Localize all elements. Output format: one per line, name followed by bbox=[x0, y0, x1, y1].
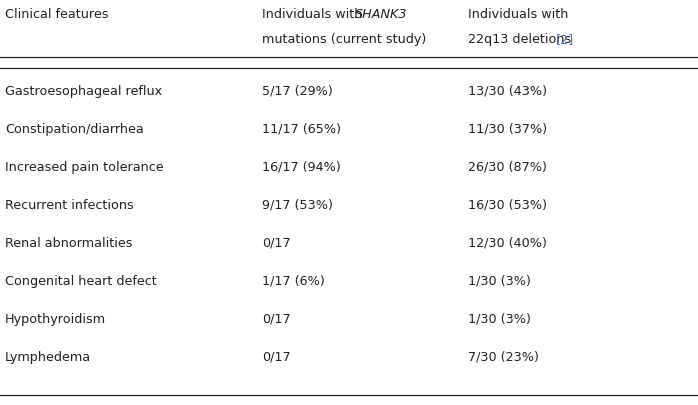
Text: Increased pain tolerance: Increased pain tolerance bbox=[5, 161, 163, 174]
Text: Individuals with: Individuals with bbox=[262, 8, 366, 21]
Text: 7/30 (23%): 7/30 (23%) bbox=[468, 351, 539, 364]
Text: Constipation/diarrhea: Constipation/diarrhea bbox=[5, 123, 144, 136]
Text: 0/17: 0/17 bbox=[262, 237, 290, 250]
Text: 0/17: 0/17 bbox=[262, 351, 290, 364]
Text: Individuals with: Individuals with bbox=[468, 8, 568, 21]
Text: 11/17 (65%): 11/17 (65%) bbox=[262, 123, 341, 136]
Text: 0/17: 0/17 bbox=[262, 313, 290, 326]
Text: 5/17 (29%): 5/17 (29%) bbox=[262, 85, 333, 98]
Text: 16/30 (53%): 16/30 (53%) bbox=[468, 199, 547, 212]
Text: 1/17 (6%): 1/17 (6%) bbox=[262, 275, 325, 288]
Text: Hypothyroidism: Hypothyroidism bbox=[5, 313, 106, 326]
Text: Congenital heart defect: Congenital heart defect bbox=[5, 275, 157, 288]
Text: Gastroesophageal reflux: Gastroesophageal reflux bbox=[5, 85, 162, 98]
Text: 13/30 (43%): 13/30 (43%) bbox=[468, 85, 547, 98]
Text: 22q13 deletions: 22q13 deletions bbox=[468, 33, 575, 46]
Text: 9/17 (53%): 9/17 (53%) bbox=[262, 199, 333, 212]
Text: Renal abnormalities: Renal abnormalities bbox=[5, 237, 133, 250]
Text: Clinical features: Clinical features bbox=[5, 8, 108, 21]
Text: 16/17 (94%): 16/17 (94%) bbox=[262, 161, 341, 174]
Text: 26/30 (87%): 26/30 (87%) bbox=[468, 161, 547, 174]
Text: mutations (current study): mutations (current study) bbox=[262, 33, 426, 46]
Text: [2]: [2] bbox=[556, 33, 574, 46]
Text: Lymphedema: Lymphedema bbox=[5, 351, 91, 364]
Text: SHANK3: SHANK3 bbox=[355, 8, 408, 21]
Text: 11/30 (37%): 11/30 (37%) bbox=[468, 123, 547, 136]
Text: 12/30 (40%): 12/30 (40%) bbox=[468, 237, 547, 250]
Text: 1/30 (3%): 1/30 (3%) bbox=[468, 313, 531, 326]
Text: 1/30 (3%): 1/30 (3%) bbox=[468, 275, 531, 288]
Text: Recurrent infections: Recurrent infections bbox=[5, 199, 134, 212]
